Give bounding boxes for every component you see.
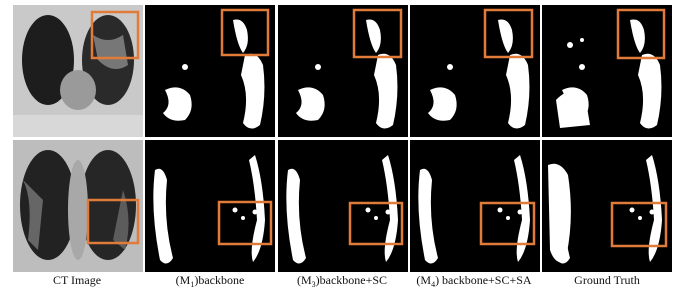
caption-part: )backbone — [194, 273, 244, 287]
caption-part: (M — [416, 273, 431, 287]
caption: (M3)backbone+SC — [297, 273, 387, 289]
caption: Ground Truth — [574, 273, 640, 287]
figure: CT Image (M1)backbone (M3)backbone+SC (M… — [0, 0, 676, 289]
caption: (M4) backbone+SC+SA — [416, 273, 532, 289]
caption: (M1)backbone — [176, 273, 245, 289]
caption-part: (M — [297, 273, 312, 287]
caption-part: ) backbone+SC+SA — [435, 273, 532, 287]
caption: CT Image — [53, 273, 101, 287]
caption-part: )backbone+SC — [316, 273, 387, 287]
caption-part: (M — [176, 273, 191, 287]
